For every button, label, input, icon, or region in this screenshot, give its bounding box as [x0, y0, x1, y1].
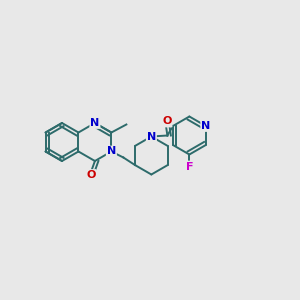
Text: O: O [162, 116, 172, 127]
Text: N: N [201, 121, 210, 131]
Text: F: F [186, 161, 193, 172]
Text: N: N [90, 118, 100, 128]
Text: O: O [86, 170, 96, 180]
Text: N: N [147, 131, 156, 142]
Text: N: N [107, 146, 116, 157]
